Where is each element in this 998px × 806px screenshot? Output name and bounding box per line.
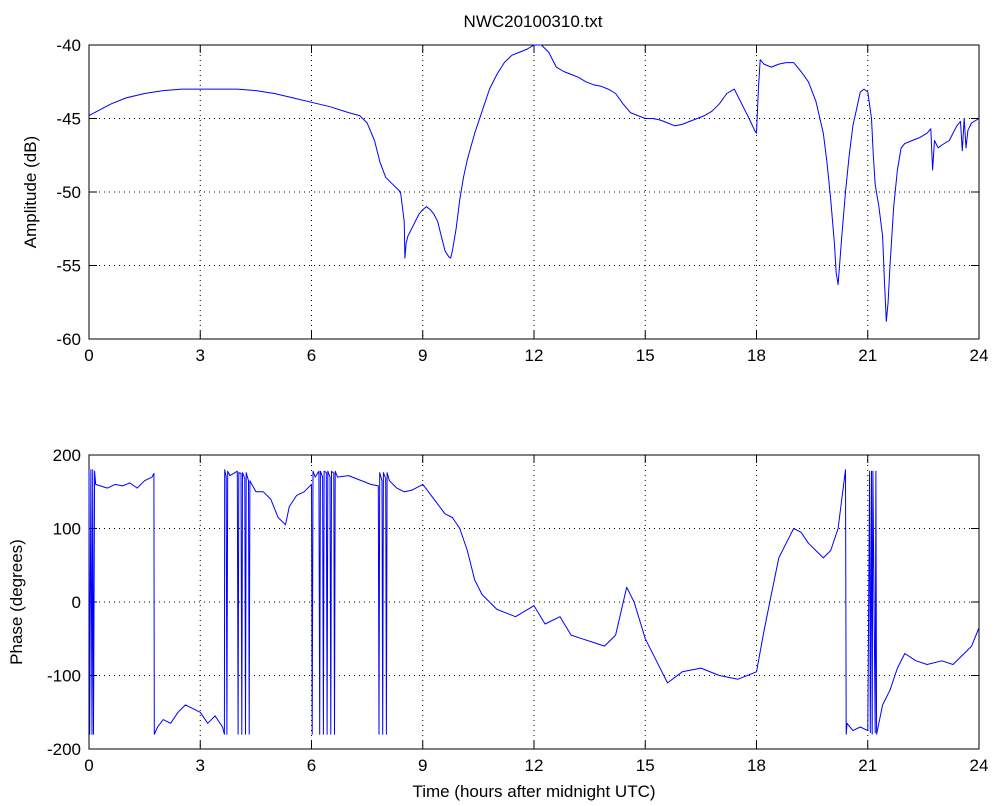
phase-x-tick-label: 3 xyxy=(196,756,205,775)
phase-series-line xyxy=(88,469,980,735)
amplitude-x-tick-label: 6 xyxy=(307,346,316,365)
chart-title: NWC20100310.txt xyxy=(464,12,603,31)
amplitude-x-tick-label: 9 xyxy=(418,346,427,365)
phase-x-axis-label: Time (hours after midnight UTC) xyxy=(412,782,655,801)
amplitude-y-tick-label: -60 xyxy=(56,330,81,349)
amplitude-x-tick-label: 0 xyxy=(84,346,93,365)
phase-plot: 0 3 6 9 12 15 18 21 24 -200 -100 0 100 200 Phase (degr… xyxy=(7,446,988,801)
phase-x-tick-label: 15 xyxy=(636,756,655,775)
phase-y-tick-label: 0 xyxy=(72,593,81,612)
phase-x-tick-label: 18 xyxy=(747,756,766,775)
amplitude-x-tick-label: 15 xyxy=(636,346,655,365)
amplitude-y-tick-label: -50 xyxy=(56,183,81,202)
amplitude-y-tick-label: -45 xyxy=(56,110,81,129)
phase-x-tick-label: 21 xyxy=(858,756,877,775)
amplitude-series-line xyxy=(88,44,980,322)
amplitude-x-tick-label: 24 xyxy=(970,346,989,365)
amplitude-plot: 0 3 6 9 12 15 18 21 24 -60 -55 -50 -45 -40 Amplitude (… xyxy=(21,36,988,365)
amplitude-y-axis-label: Amplitude (dB) xyxy=(21,136,40,248)
phase-y-axis-label: Phase (degrees) xyxy=(7,539,26,665)
phase-x-tick-label: 9 xyxy=(418,756,427,775)
phase-x-tick-label: 12 xyxy=(525,756,544,775)
amplitude-x-tick-label: 18 xyxy=(747,346,766,365)
amplitude-x-tick-label: 3 xyxy=(196,346,205,365)
phase-y-tick-label: 200 xyxy=(53,446,81,465)
amplitude-y-tick-label: -40 xyxy=(56,36,81,55)
amplitude-x-tick-label: 21 xyxy=(858,346,877,365)
phase-y-tick-label: 100 xyxy=(53,520,81,539)
amplitude-y-tick-label: -55 xyxy=(56,257,81,276)
phase-y-tick-label: -200 xyxy=(47,740,81,759)
phase-x-tick-label: 24 xyxy=(970,756,989,775)
phase-y-tick-label: -100 xyxy=(47,667,81,686)
phase-x-tick-label: 0 xyxy=(84,756,93,775)
amplitude-x-tick-label: 12 xyxy=(525,346,544,365)
phase-x-tick-label: 6 xyxy=(307,756,316,775)
